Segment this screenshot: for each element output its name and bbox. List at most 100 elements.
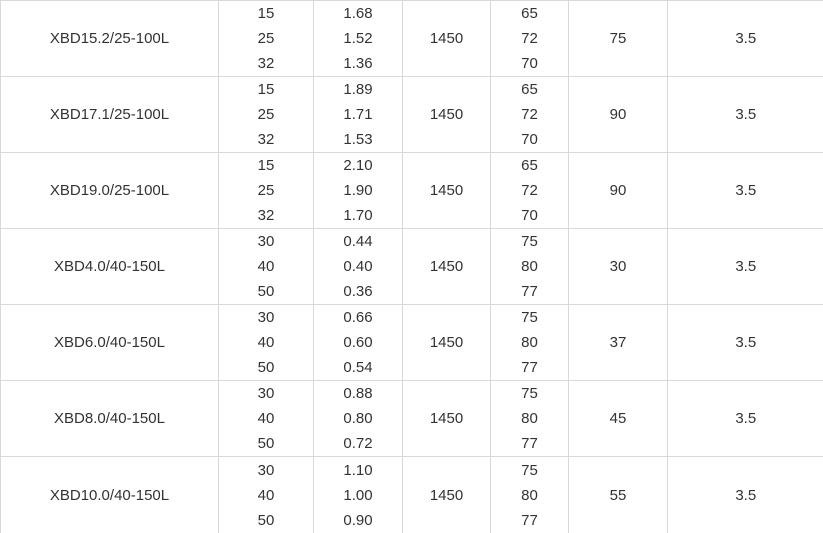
col5-cell: 65 72 70 — [490, 76, 569, 154]
cell-line: 80 — [521, 486, 538, 504]
cell-line: 15 — [257, 157, 275, 175]
table-row: XBD8.0/40-150L 30 40 50 0.88 0.80 0.72 1… — [0, 380, 823, 458]
model-cell: XBD4.0/40-150L — [0, 228, 219, 306]
cell-line: 70 — [521, 55, 538, 73]
cell-line: 40 — [257, 258, 275, 276]
col6-cell: 55 — [568, 456, 668, 533]
cell-line: 50 — [257, 435, 275, 453]
col7-cell: 3.5 — [667, 76, 823, 154]
model-cell: XBD19.0/25-100L — [0, 152, 219, 230]
cell-line: 30 — [257, 233, 275, 251]
col6-cell: 90 — [568, 76, 668, 154]
cell-line: 1.52 — [343, 30, 373, 48]
col6-cell: 30 — [568, 228, 668, 306]
col2-cell: 15 25 32 — [218, 0, 314, 78]
cell-line: 75 — [521, 385, 538, 403]
cell-line: 75 — [521, 233, 538, 251]
cell-line: 1.71 — [343, 106, 373, 124]
cell-line: 77 — [521, 435, 538, 453]
model-cell: XBD6.0/40-150L — [0, 304, 219, 382]
cell-line: 1.36 — [343, 55, 373, 73]
cell-line: 0.60 — [343, 334, 373, 352]
cell-line: 25 — [257, 30, 275, 48]
cell-line: 1.00 — [343, 486, 373, 504]
cell-line: 0.36 — [343, 283, 373, 301]
col7-cell: 3.5 — [667, 152, 823, 230]
cell-line: 75 — [521, 309, 538, 327]
cell-line: 32 — [257, 55, 275, 73]
cell-line: 40 — [257, 486, 275, 504]
cell-line: 50 — [257, 283, 275, 301]
table-row: XBD19.0/25-100L 15 25 32 2.10 1.90 1.70 … — [0, 152, 823, 230]
col3-cell: 1.89 1.71 1.53 — [313, 76, 403, 154]
cell-line: 65 — [521, 81, 538, 99]
col3-cell: 1.68 1.52 1.36 — [313, 0, 403, 78]
col5-cell: 75 80 77 — [490, 228, 569, 306]
col4-cell: 1450 — [402, 228, 491, 306]
col2-cell: 15 25 32 — [218, 76, 314, 154]
cell-line: 0.66 — [343, 309, 373, 327]
cell-line: 40 — [257, 410, 275, 428]
cell-line: 1.90 — [343, 182, 373, 200]
col3-cell: 2.10 1.90 1.70 — [313, 152, 403, 230]
cell-line: 15 — [257, 81, 275, 99]
col4-cell: 1450 — [402, 456, 491, 533]
cell-line: 30 — [257, 309, 275, 327]
cell-line: 77 — [521, 511, 538, 529]
col3-cell: 1.10 1.00 0.90 — [313, 456, 403, 533]
cell-line: 1.89 — [343, 81, 373, 99]
cell-line: 30 — [257, 385, 275, 403]
col4-cell: 1450 — [402, 304, 491, 382]
cell-line: 32 — [257, 131, 275, 149]
cell-line: 32 — [257, 207, 275, 225]
col7-cell: 3.5 — [667, 228, 823, 306]
col4-cell: 1450 — [402, 0, 491, 78]
cell-line: 70 — [521, 207, 538, 225]
cell-line: 65 — [521, 5, 538, 23]
col2-cell: 30 40 50 — [218, 228, 314, 306]
col5-cell: 75 80 77 — [490, 456, 569, 533]
cell-line: 72 — [521, 106, 538, 124]
col7-cell: 3.5 — [667, 304, 823, 382]
cell-line: 80 — [521, 258, 538, 276]
col6-cell: 90 — [568, 152, 668, 230]
col3-cell: 0.66 0.60 0.54 — [313, 304, 403, 382]
col4-cell: 1450 — [402, 76, 491, 154]
cell-line: 25 — [257, 182, 275, 200]
cell-line: 0.88 — [343, 385, 373, 403]
col5-cell: 75 80 77 — [490, 304, 569, 382]
col3-cell: 0.44 0.40 0.36 — [313, 228, 403, 306]
cell-line: 1.68 — [343, 5, 373, 23]
cell-line: 30 — [257, 461, 275, 479]
col2-cell: 15 25 32 — [218, 152, 314, 230]
col7-cell: 3.5 — [667, 0, 823, 78]
cell-line: 25 — [257, 106, 275, 124]
cell-line: 0.40 — [343, 258, 373, 276]
cell-line: 0.80 — [343, 410, 373, 428]
col2-cell: 30 40 50 — [218, 304, 314, 382]
col6-cell: 45 — [568, 380, 668, 458]
cell-line: 50 — [257, 511, 275, 529]
table-row: XBD17.1/25-100L 15 25 32 1.89 1.71 1.53 … — [0, 76, 823, 154]
cell-line: 75 — [521, 461, 538, 479]
col2-cell: 30 40 50 — [218, 456, 314, 533]
cell-line: 80 — [521, 334, 538, 352]
cell-line: 80 — [521, 410, 538, 428]
cell-line: 50 — [257, 359, 275, 377]
col7-cell: 3.5 — [667, 380, 823, 458]
cell-line: 77 — [521, 359, 538, 377]
cell-line: 1.10 — [343, 461, 373, 479]
model-cell: XBD8.0/40-150L — [0, 380, 219, 458]
model-cell: XBD17.1/25-100L — [0, 76, 219, 154]
table-row: XBD6.0/40-150L 30 40 50 0.66 0.60 0.54 1… — [0, 304, 823, 382]
model-cell: XBD15.2/25-100L — [0, 0, 219, 78]
cell-line: 15 — [257, 5, 275, 23]
cell-line: 1.70 — [343, 207, 373, 225]
col5-cell: 65 72 70 — [490, 0, 569, 78]
cell-line: 77 — [521, 283, 538, 301]
col7-cell: 3.5 — [667, 456, 823, 533]
cell-line: 0.44 — [343, 233, 373, 251]
table-row: XBD4.0/40-150L 30 40 50 0.44 0.40 0.36 1… — [0, 228, 823, 306]
table-row: XBD15.2/25-100L 15 25 32 1.68 1.52 1.36 … — [0, 0, 823, 78]
